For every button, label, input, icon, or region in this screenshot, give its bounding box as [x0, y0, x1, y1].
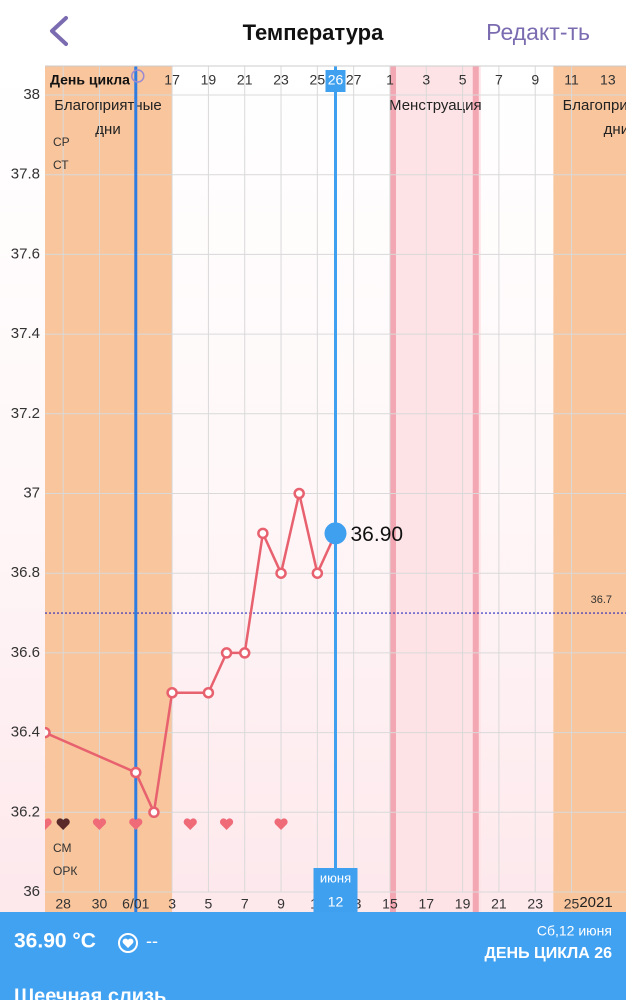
- overlay: 3636.236.436.636.83737.237.437.637.83828…: [11, 65, 626, 912]
- cycle-day-label: 1: [386, 72, 394, 88]
- band-edge: [472, 66, 479, 912]
- temperature-point: [311, 567, 324, 579]
- screen-title: Температура: [243, 20, 384, 45]
- x-tick-label: 21: [491, 896, 507, 912]
- temperature-point: [166, 687, 178, 699]
- reference-label: 36.7: [591, 594, 612, 606]
- cycle-day-label: 7: [495, 72, 503, 88]
- selected-day: 12: [328, 894, 344, 910]
- cycle-day-label: 5: [459, 72, 467, 88]
- selected-value-label: 36.90: [351, 523, 404, 546]
- x-tick-label: 23: [527, 896, 543, 912]
- y-tick-label: 36.4: [11, 724, 40, 741]
- footer-bar: [0, 912, 626, 974]
- y-tick-label: 36: [23, 883, 40, 900]
- band-edge: [389, 66, 396, 912]
- y-tick-label: 37.4: [11, 325, 40, 342]
- x-tick-label: 30: [92, 896, 108, 912]
- heart: [219, 818, 234, 830]
- cycle-day-label: 13: [600, 72, 616, 88]
- row-label: ОРК: [53, 864, 77, 878]
- y-tick-label: 36.2: [11, 803, 40, 820]
- cycle-marker-icon: [131, 69, 145, 83]
- selected-top-box: [325, 70, 346, 92]
- band: [553, 66, 626, 912]
- x-tick-label: 17: [418, 896, 434, 912]
- band-label: Менструация: [389, 97, 482, 114]
- heart: [129, 818, 143, 830]
- x-tick-label: 6/01: [122, 896, 149, 912]
- temperature-point: [148, 806, 160, 819]
- heart: [274, 818, 288, 830]
- footer-mucus: --: [146, 931, 158, 951]
- y-tick-label: 37.2: [11, 405, 40, 422]
- year-label: 2021: [579, 894, 612, 911]
- x-tick-label: 19: [455, 896, 471, 912]
- row-label: СР: [53, 135, 70, 149]
- footer-temperature: 36.90 °C: [14, 930, 96, 953]
- row-label: СТ: [53, 158, 69, 172]
- x-tick-label: 25: [564, 896, 580, 912]
- heart: [45, 818, 52, 830]
- x-tick-label: 28: [55, 896, 71, 912]
- selected-month: июня: [320, 870, 351, 885]
- footer-date: Сб,12 июня: [537, 923, 612, 939]
- x-axis-title: День цикла: [50, 72, 130, 88]
- temperature-line: [45, 493, 337, 817]
- selected-cycle-day: 26: [328, 72, 344, 88]
- x-tick-label: 15: [382, 896, 398, 912]
- x-tick-label: 7: [241, 896, 249, 912]
- footer-cycle-day: ДЕНЬ ЦИКЛА 26: [484, 945, 612, 962]
- y-tick-label: 37.6: [11, 245, 40, 262]
- heart-icon: [118, 933, 138, 953]
- y-tick-label: 38: [23, 86, 40, 103]
- temperature-point: [257, 527, 269, 540]
- edit-button[interactable]: Редакт-ть: [486, 19, 590, 45]
- heart: [183, 818, 197, 830]
- cycle-day-label: 11: [564, 72, 579, 88]
- temperature-point: [293, 487, 305, 500]
- band: [389, 66, 481, 912]
- x-tick-label: 5: [205, 896, 213, 912]
- x-tick-label: 3: [168, 896, 176, 912]
- cycle-day-label: 3: [422, 72, 430, 88]
- row-label: СМ: [53, 841, 72, 855]
- section-title[interactable]: Шеечная слизь: [14, 985, 166, 1000]
- back-button[interactable]: [50, 16, 68, 46]
- y-tick-label: 37.8: [11, 166, 40, 183]
- selected-point: [324, 522, 347, 545]
- cycle-day-label: 19: [201, 72, 217, 88]
- temperature-point: [238, 647, 251, 659]
- plot: БлагоприятныедниМенструацияБлагоприятные…: [45, 66, 626, 912]
- selected-bottom-box: [313, 868, 358, 912]
- heart-icon-glyph: [122, 938, 134, 948]
- cycle-day-label: 25: [310, 72, 326, 88]
- temperature-point: [275, 567, 287, 579]
- y-tick-label: 36.6: [11, 644, 40, 661]
- y-tick-label: 37: [23, 484, 40, 501]
- cycle-day-label: 27: [346, 72, 362, 88]
- temperature-point: [202, 687, 215, 699]
- y-tick-label: 36.8: [11, 564, 40, 581]
- temperature-point: [130, 766, 142, 779]
- cycle-day-label: 21: [237, 72, 253, 88]
- cycle-day-label: 23: [273, 72, 289, 88]
- temperature-point: [220, 647, 233, 659]
- cycle-day-label: 9: [531, 72, 539, 88]
- x-tick-label: 9: [277, 896, 285, 912]
- section-bar: [0, 974, 626, 1000]
- heart: [92, 818, 107, 830]
- heart: [56, 818, 70, 830]
- band: [45, 66, 173, 912]
- cycle-day-label: 17: [164, 72, 180, 88]
- temperature-point: [45, 726, 51, 739]
